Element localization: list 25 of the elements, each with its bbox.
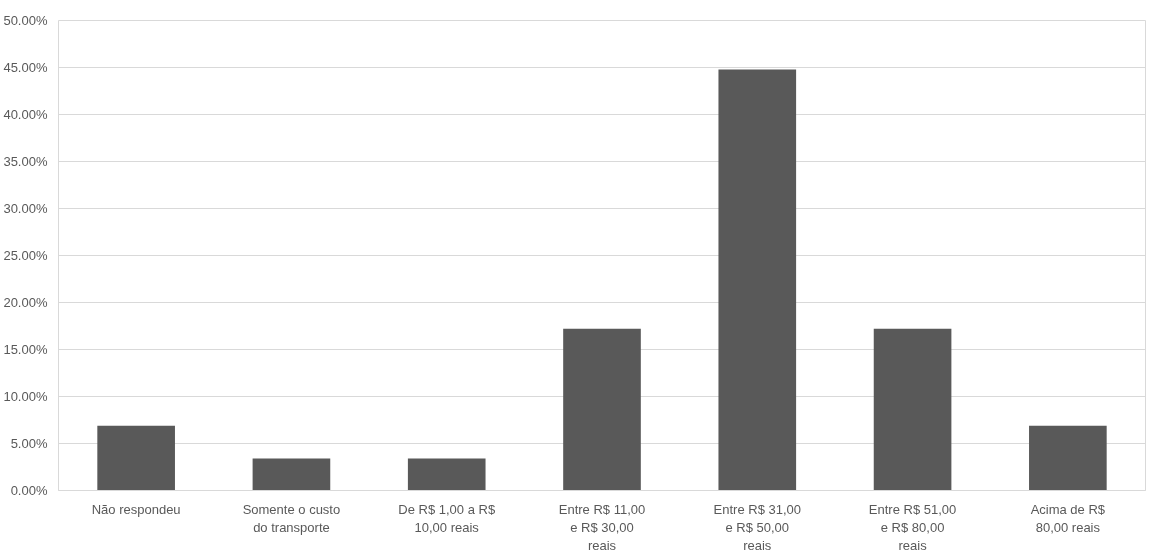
x-tick-label: Entre R$ 11,00 e R$ 30,00 reais <box>558 501 646 553</box>
y-tick-label: 15.00% <box>3 342 48 357</box>
bar <box>563 328 641 491</box>
x-tick-label: Entre R$ 51,00 e R$ 80,00 reais <box>868 501 957 553</box>
bar <box>873 328 952 491</box>
x-tick-label: Não respondeu <box>91 501 181 517</box>
y-tick-label: 50.00% <box>3 13 48 28</box>
y-tick-label: 30.00% <box>3 201 48 216</box>
y-tick-label: 20.00% <box>3 295 48 310</box>
bar <box>718 69 797 491</box>
y-tick-label: 25.00% <box>3 248 48 263</box>
x-tick-label: Entre R$ 31,00 e R$ 50,00 reais <box>713 501 802 553</box>
bar <box>252 458 331 491</box>
bar <box>97 425 175 491</box>
x-tick-label: Acima de R$ 80,00 reais <box>1030 501 1106 535</box>
y-tick-label: 40.00% <box>3 107 48 122</box>
y-tick-label: 45.00% <box>3 60 48 75</box>
y-tick-label: 10.00% <box>3 389 48 404</box>
bar <box>407 458 486 491</box>
bar <box>1029 425 1107 491</box>
y-tick-label: 35.00% <box>3 154 48 169</box>
y-tick-label: 0.00% <box>10 483 48 498</box>
x-tick-label: De R$ 1,00 a R$ 10,00 reais <box>398 501 496 535</box>
x-tick-label: Somente o custo do transporte <box>242 501 341 535</box>
y-tick-label: 5.00% <box>10 436 48 451</box>
